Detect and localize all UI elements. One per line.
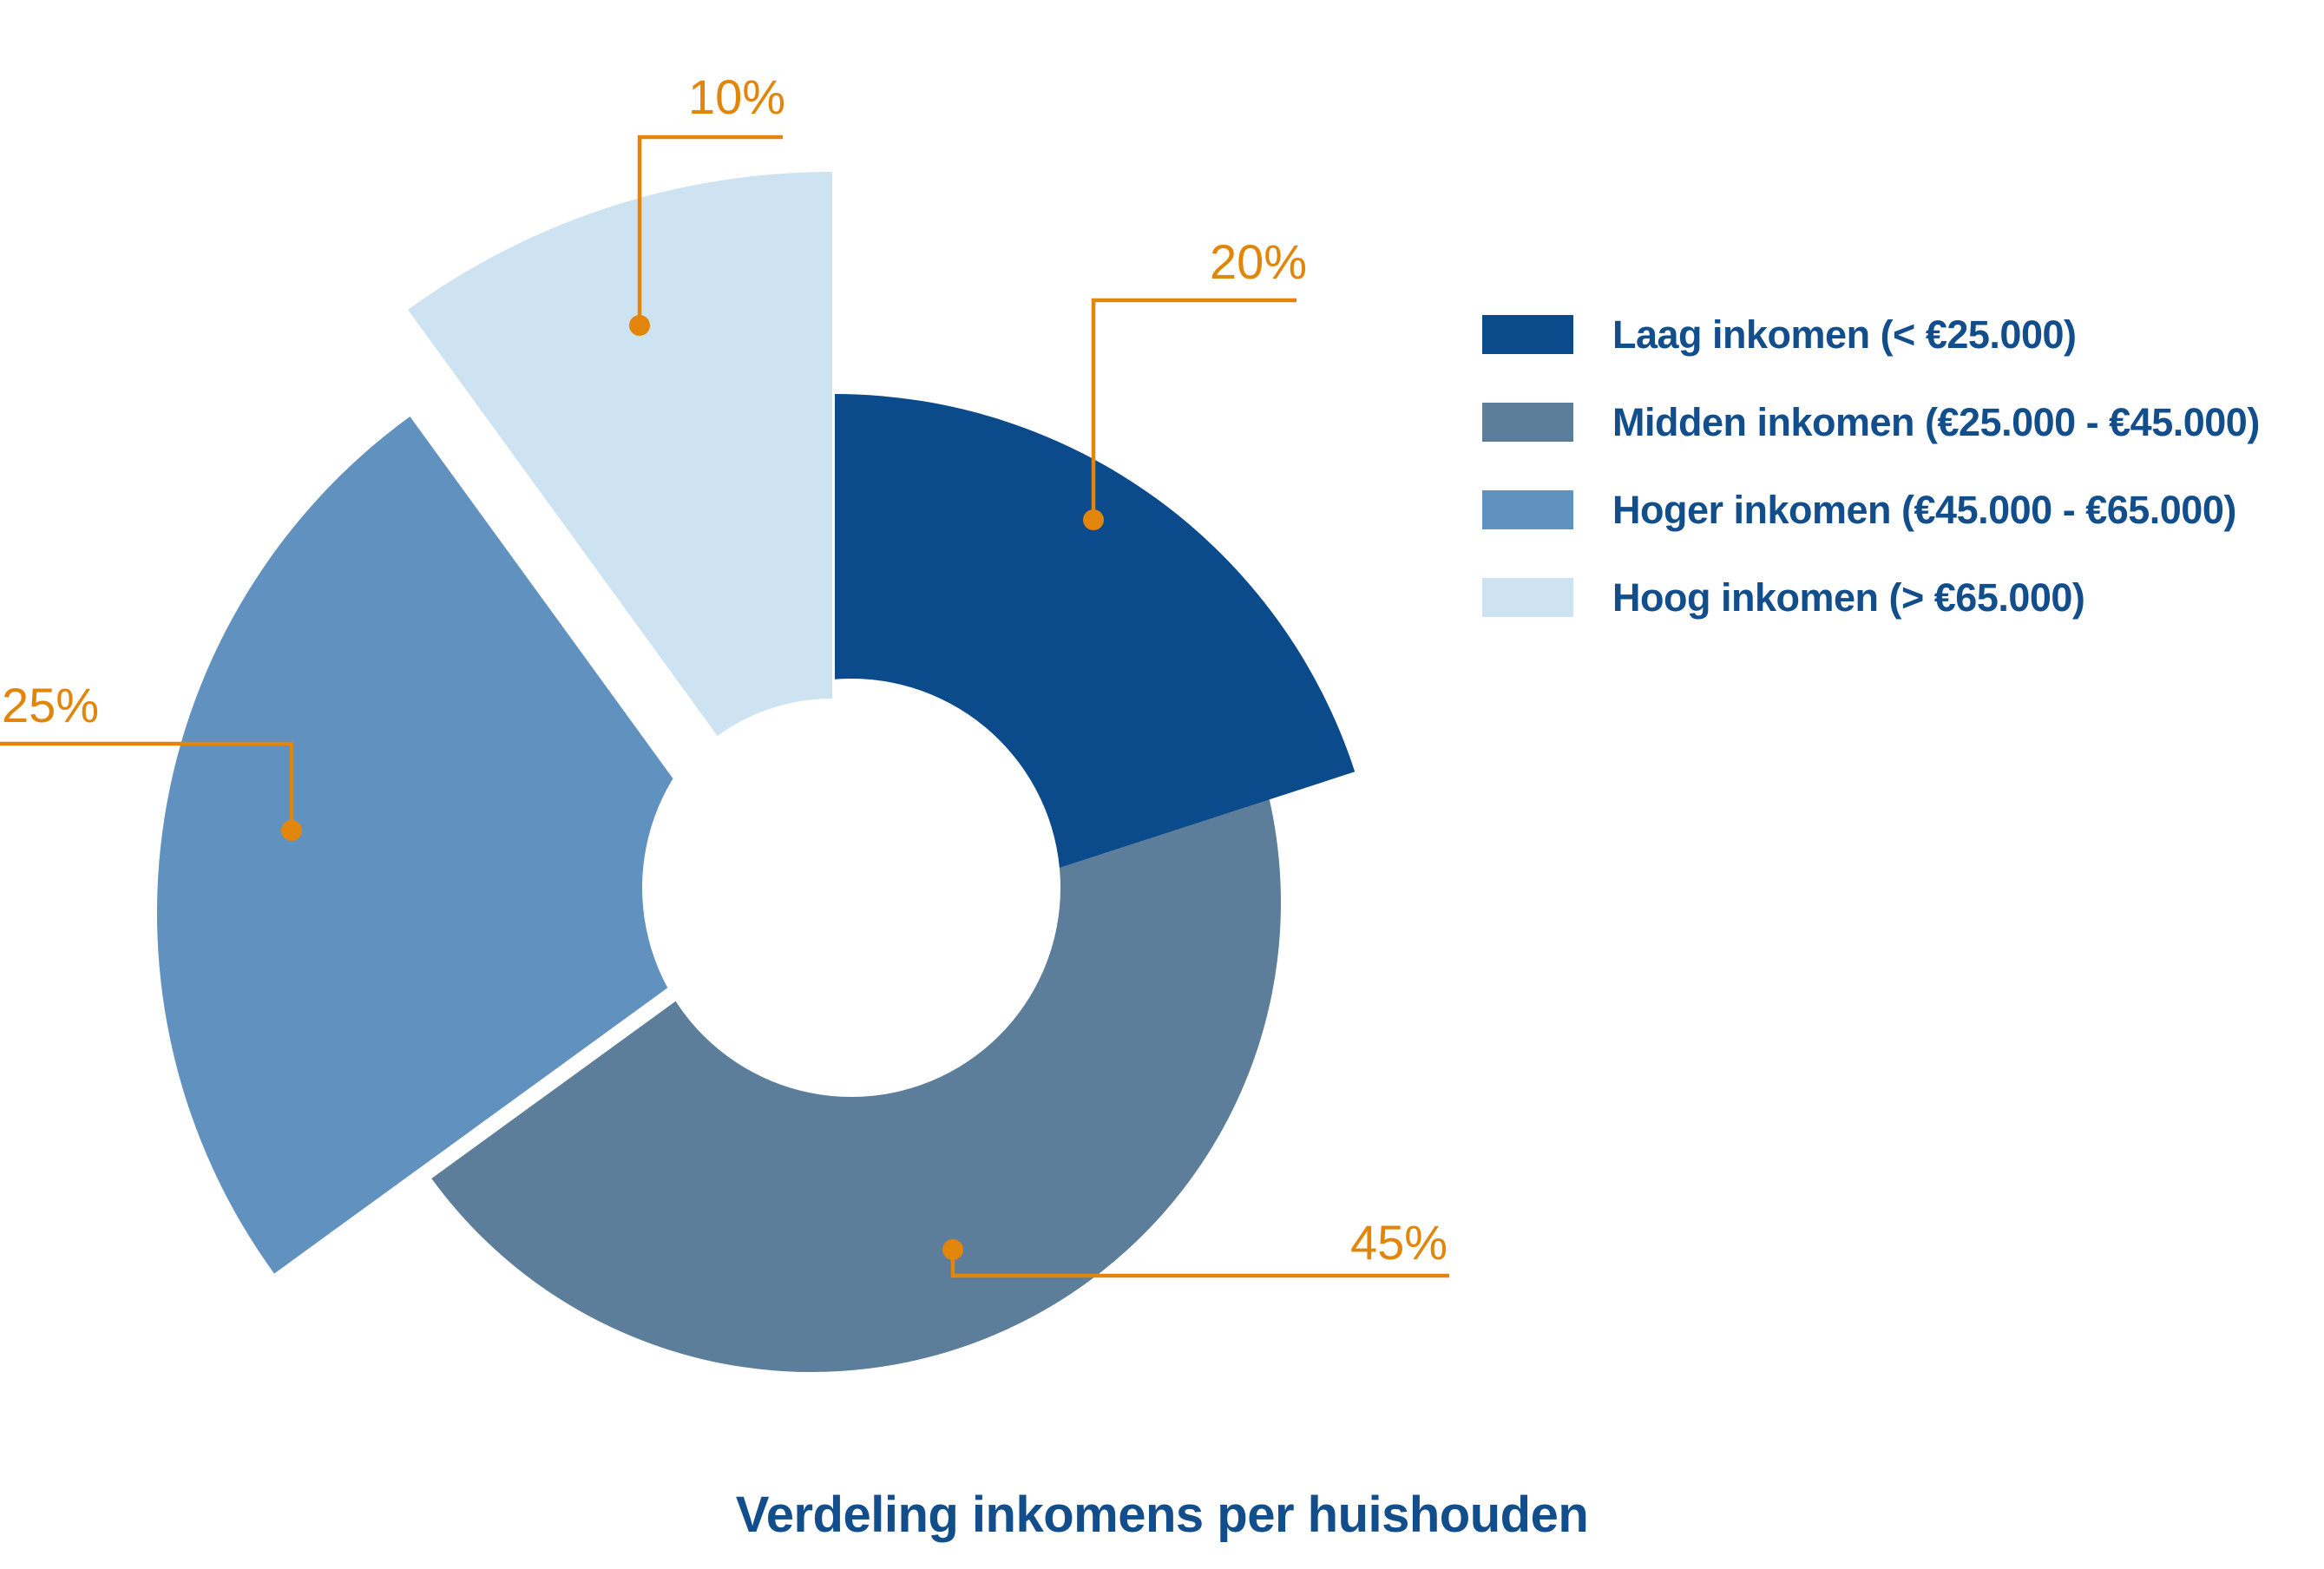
callout-line-laag (1091, 298, 1297, 520)
legend-item-midden-inkomen: Midden inkomen (€25.000 - €45.000) (1482, 399, 2315, 444)
callout-line-hoger (0, 741, 294, 830)
callout-dot-hoog (629, 315, 650, 336)
callout-dot-midden (942, 1239, 963, 1260)
legend-item-hoger-inkomen: Hoger inkomen (€45.000 - €65.000) (1482, 488, 2315, 532)
legend-swatch-hoog-icon (1482, 578, 1573, 617)
legend-swatch-hoger-icon (1482, 490, 1573, 529)
legend-label-midden: Midden inkomen (€25.000 - €45.000) (1612, 399, 2260, 444)
legend: Laag inkomen (< €25.000) Midden inkomen … (1482, 312, 2315, 666)
legend-swatch-laag-icon (1482, 315, 1573, 354)
callout-dot-laag (1083, 509, 1104, 530)
slice-hoger-inkomen (156, 417, 771, 1274)
legend-item-hoog-inkomen: Hoog inkomen (> €65.000) (1482, 574, 2315, 620)
callout-line-hoog (637, 135, 783, 325)
legend-label-hoog: Hoog inkomen (> €65.000) (1612, 574, 2085, 620)
callout-label-midden: 45% (1349, 1215, 1448, 1270)
callout-label-hoger: 25% (1, 678, 100, 732)
callout-label-hoog: 10% (687, 69, 786, 124)
chart-title: Verdeling inkomens per huishouden (735, 1487, 1589, 1543)
slice-hoog-inkomen (408, 172, 832, 736)
legend-swatch-midden-icon (1482, 403, 1573, 442)
legend-item-laag-inkomen: Laag inkomen (< €25.000) (1482, 312, 2315, 357)
donut-hole (642, 679, 1060, 1097)
callout-label-laag: 20% (1209, 234, 1308, 289)
legend-label-laag: Laag inkomen (< €25.000) (1612, 312, 2077, 357)
legend-label-hoger: Hoger inkomen (€45.000 - €65.000) (1612, 487, 2236, 532)
callout-dot-hoger (281, 820, 302, 841)
